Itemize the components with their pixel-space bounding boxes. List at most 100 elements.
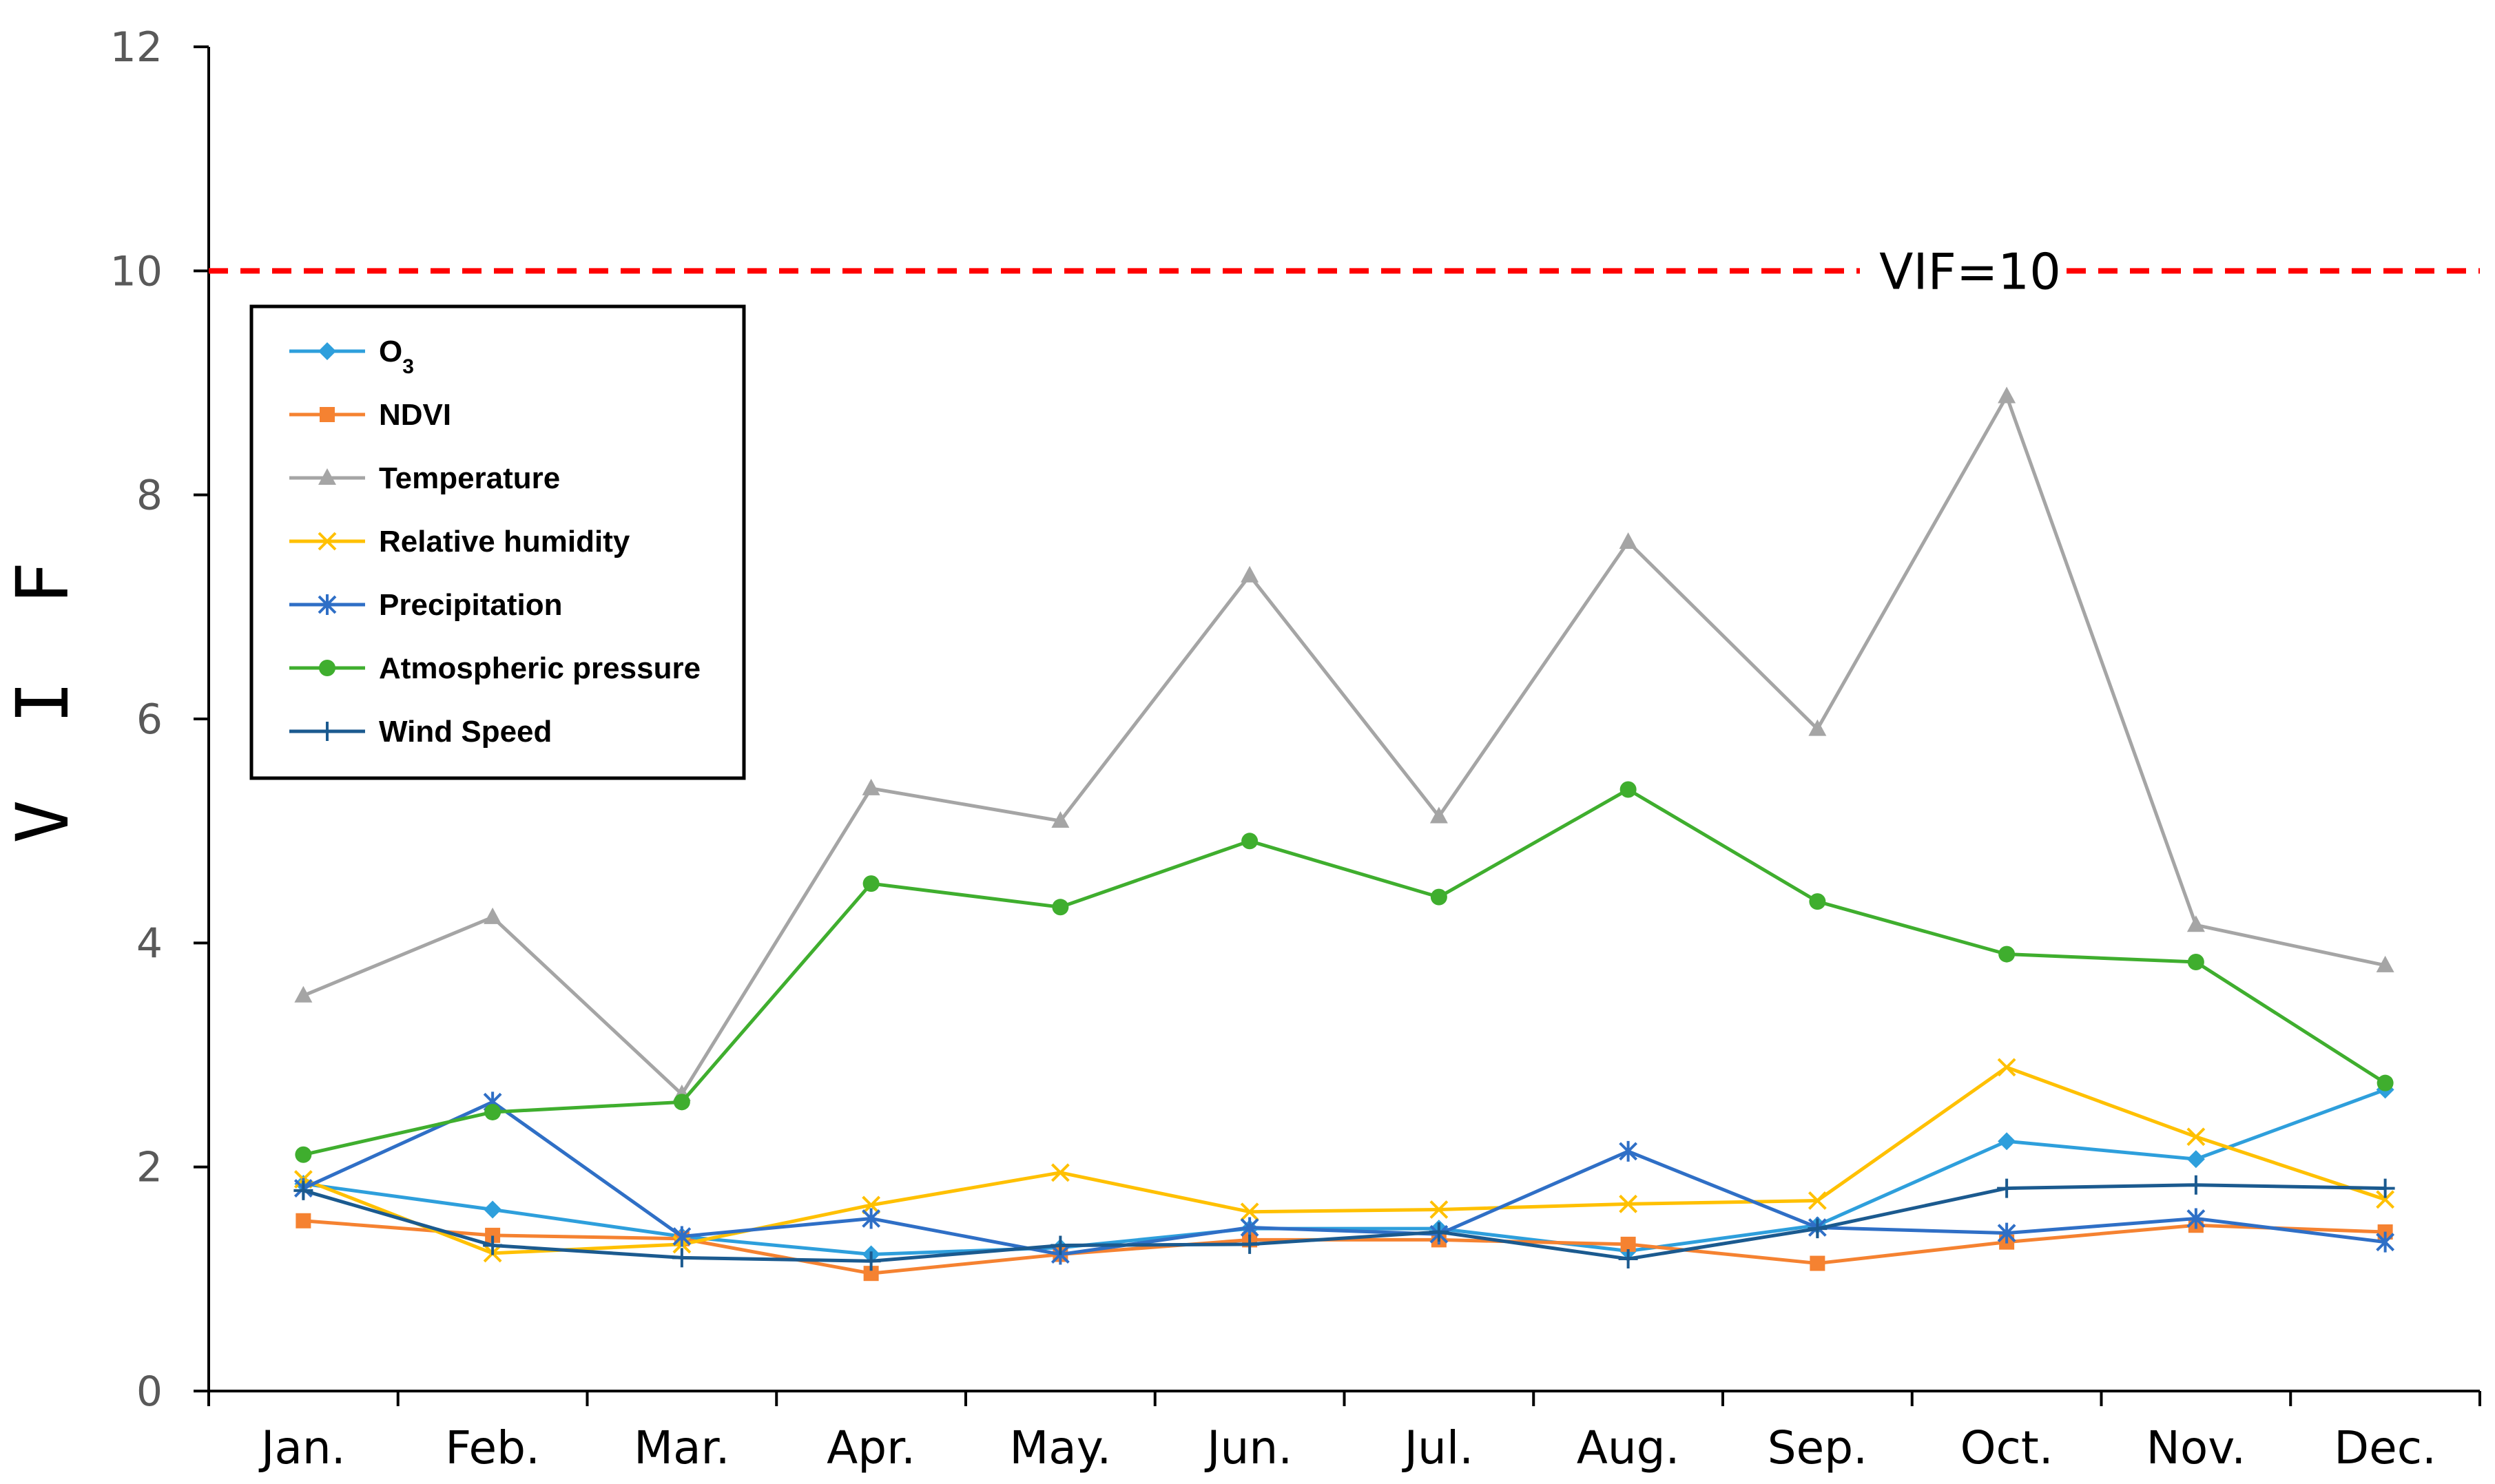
data-point-wind-speed: [1808, 1219, 1828, 1239]
data-point-atmospheric-pressure: [484, 1103, 501, 1120]
data-point-wind-speed: [1618, 1249, 1638, 1269]
series-relative-humidity: [293, 1058, 2395, 1263]
legend-marker-precipitation: [318, 594, 337, 615]
data-point-relative-humidity: [1240, 1202, 1259, 1222]
data-point-wind-speed: [672, 1248, 692, 1268]
data-point-relative-humidity: [862, 1195, 881, 1215]
data-point-ndvi: [863, 1266, 879, 1282]
data-point-temperature: [1241, 565, 1259, 583]
data-point-temperature: [294, 985, 313, 1003]
data-point-ndvi: [485, 1227, 501, 1243]
data-point-wind-speed: [1240, 1234, 1260, 1254]
data-point-temperature: [484, 907, 502, 924]
reference-line-group: VIF=10: [209, 242, 2480, 300]
data-point-o3: [1998, 1132, 2016, 1151]
data-point-relative-humidity: [1619, 1194, 1638, 1213]
y-axis-title: V I F: [1, 545, 85, 843]
data-point-o3: [2186, 1150, 2205, 1169]
x-tick-label: Sep.: [1768, 1421, 1867, 1474]
y-tick-label: 6: [136, 696, 163, 744]
legend-label-relative-humidity: Relative humidity: [379, 525, 630, 558]
series-line-precipitation: [302, 1100, 2385, 1257]
data-point-precipitation: [1619, 1140, 1638, 1162]
data-point-precipitation: [2186, 1208, 2206, 1229]
data-point-relative-humidity: [2186, 1127, 2206, 1147]
data-point-ndvi: [296, 1213, 311, 1229]
data-point-temperature: [2376, 955, 2394, 972]
legend-marker-relative-humidity: [318, 532, 337, 551]
y-tick-label: 8: [136, 472, 163, 520]
data-point-atmospheric-pressure: [1052, 899, 1069, 916]
data-point-atmospheric-pressure: [1430, 888, 1447, 906]
data-point-atmospheric-pressure: [1809, 893, 1826, 910]
data-point-temperature: [1619, 532, 1637, 549]
data-point-temperature: [1998, 386, 2016, 404]
series-atmospheric-pressure: [295, 781, 2394, 1163]
data-point-precipitation: [2376, 1231, 2395, 1253]
legend-marker-wind-speed: [318, 722, 337, 741]
x-tick-label: Apr.: [827, 1421, 915, 1474]
data-point-atmospheric-pressure: [673, 1094, 690, 1111]
legend-label-atmospheric-pressure: Atmospheric pressure: [379, 651, 701, 685]
series-line-wind-speed: [302, 1183, 2385, 1263]
data-point-atmospheric-pressure: [1619, 781, 1637, 798]
data-point-relative-humidity: [1050, 1163, 1070, 1182]
series-precipitation: [293, 1091, 2395, 1265]
data-point-precipitation: [1997, 1222, 2016, 1244]
x-tick-label: Jul.: [1402, 1421, 1474, 1474]
data-point-atmospheric-pressure: [2377, 1074, 2394, 1091]
series-line-temperature: [302, 395, 2386, 1096]
x-tick-label: Jun.: [1204, 1421, 1292, 1474]
series-group: [293, 386, 2395, 1282]
data-point-ndvi: [1810, 1255, 1825, 1271]
x-tick-label: Oct.: [1960, 1421, 2053, 1474]
data-point-precipitation: [672, 1226, 692, 1247]
y-tick-label: 4: [136, 919, 163, 968]
y-tick-label: 0: [136, 1368, 163, 1416]
x-tick-label: Mar.: [634, 1421, 729, 1474]
data-point-ndvi: [1620, 1236, 1636, 1252]
x-tick-label: Dec.: [2334, 1421, 2436, 1474]
data-point-temperature: [2186, 915, 2205, 932]
data-point-wind-speed: [1050, 1235, 1070, 1255]
legend-label-temperature: Temperature: [379, 461, 560, 495]
data-point-wind-speed: [293, 1180, 313, 1200]
series-line-atmospheric-pressure: [302, 787, 2386, 1157]
legend-marker-temperature: [318, 468, 336, 485]
data-point-wind-speed: [1997, 1178, 2017, 1198]
data-point-atmospheric-pressure: [862, 875, 880, 892]
data-point-temperature: [1808, 719, 1827, 736]
data-point-precipitation: [1240, 1217, 1259, 1238]
legend-label-precipitation: Precipitation: [379, 588, 563, 622]
legend-label-wind-speed: Wind Speed: [379, 715, 552, 749]
series-line-o3: [303, 1088, 2386, 1257]
x-tick-label: Nov.: [2146, 1421, 2246, 1474]
data-point-atmospheric-pressure: [1998, 945, 2016, 963]
data-point-atmospheric-pressure: [295, 1146, 312, 1163]
series-wind-speed: [293, 1175, 2395, 1271]
data-point-wind-speed: [1429, 1222, 1449, 1242]
data-point-wind-speed: [2186, 1175, 2206, 1195]
data-point-temperature: [862, 778, 880, 795]
data-point-relative-humidity: [1997, 1058, 2016, 1077]
legend-marker-atmospheric-pressure: [319, 660, 335, 676]
x-tick-label: Feb.: [445, 1421, 540, 1474]
y-tick-labels: 0 2 4 6 8 10 12: [110, 23, 163, 1416]
data-point-relative-humidity: [1429, 1200, 1449, 1219]
legend-label-ndvi: NDVI: [379, 398, 451, 432]
data-point-temperature: [1429, 806, 1448, 824]
y-tick-label: 12: [110, 23, 163, 72]
x-tick-label: May.: [1009, 1421, 1111, 1474]
data-point-atmospheric-pressure: [1241, 833, 1259, 850]
x-tick-label: Jan.: [258, 1421, 346, 1474]
data-point-o3: [484, 1200, 502, 1219]
reference-line-label: VIF=10: [1879, 242, 2061, 300]
data-point-temperature: [1051, 811, 1070, 828]
series-line-relative-humidity: [302, 1065, 2386, 1255]
data-point-wind-speed: [861, 1251, 881, 1271]
data-point-wind-speed: [2375, 1178, 2395, 1198]
data-point-relative-humidity: [2376, 1190, 2395, 1209]
y-tick-label: 2: [136, 1144, 163, 1192]
